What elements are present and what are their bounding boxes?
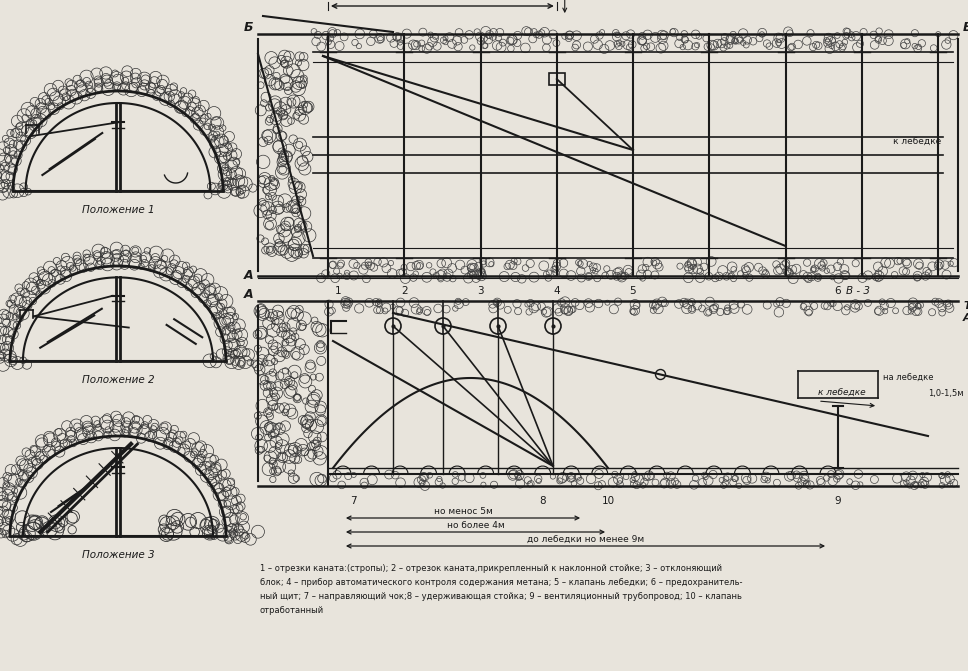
Text: 1 – отрезки каната:(стропы); 2 – отрезок каната,прикрепленный к наклонной стойке: 1 – отрезки каната:(стропы); 2 – отрезок… <box>260 564 722 573</box>
Text: Б: Б <box>963 21 968 34</box>
Circle shape <box>385 318 401 334</box>
Text: 1,0-1,5м: 1,0-1,5м <box>928 389 963 398</box>
Text: до лебедки но менее 9м: до лебедки но менее 9м <box>527 535 644 544</box>
Text: к лебедке: к лебедке <box>893 138 941 147</box>
Text: 6: 6 <box>834 286 841 296</box>
Text: к лебедке: к лебедке <box>818 389 865 398</box>
Circle shape <box>435 318 451 334</box>
Bar <box>549 73 564 85</box>
Text: А: А <box>243 269 253 282</box>
Text: ный щит; 7 – направляющий чок;8 – удерживающая стойка; 9 – вентиляционный трубоп: ный щит; 7 – направляющий чок;8 – удержи… <box>260 592 741 601</box>
Text: 3-5м: 3-5м <box>431 0 454 1</box>
Text: Т: Т <box>963 301 968 311</box>
Text: но менос 5м: но менос 5м <box>434 507 493 516</box>
Text: А: А <box>963 313 968 323</box>
Text: 8: 8 <box>540 496 546 506</box>
Text: но более 4м: но более 4м <box>446 521 504 530</box>
Text: 10: 10 <box>601 496 615 506</box>
Text: на лебедке: на лебедке <box>883 374 933 383</box>
Circle shape <box>545 318 561 334</box>
Text: Положение 3: Положение 3 <box>81 550 154 560</box>
Text: А: А <box>243 288 253 301</box>
Text: блок; 4 – прибор автоматического контроля содержания метана; 5 – клапань лебедки: блок; 4 – прибор автоматического контрол… <box>260 578 742 587</box>
Text: В - 3: В - 3 <box>846 286 870 296</box>
Text: 7: 7 <box>349 496 356 506</box>
Text: 4: 4 <box>554 286 560 296</box>
Text: Б: Б <box>244 21 253 34</box>
Text: 9: 9 <box>834 496 841 506</box>
Text: Положение 1: Положение 1 <box>81 205 154 215</box>
Text: 2: 2 <box>401 286 408 296</box>
Text: Положение 2: Положение 2 <box>81 375 154 385</box>
Text: 5: 5 <box>630 286 636 296</box>
Circle shape <box>490 318 506 334</box>
Text: 1: 1 <box>335 286 342 296</box>
Text: отработанный: отработанный <box>260 606 324 615</box>
Circle shape <box>655 370 666 380</box>
Text: 3: 3 <box>477 286 484 296</box>
